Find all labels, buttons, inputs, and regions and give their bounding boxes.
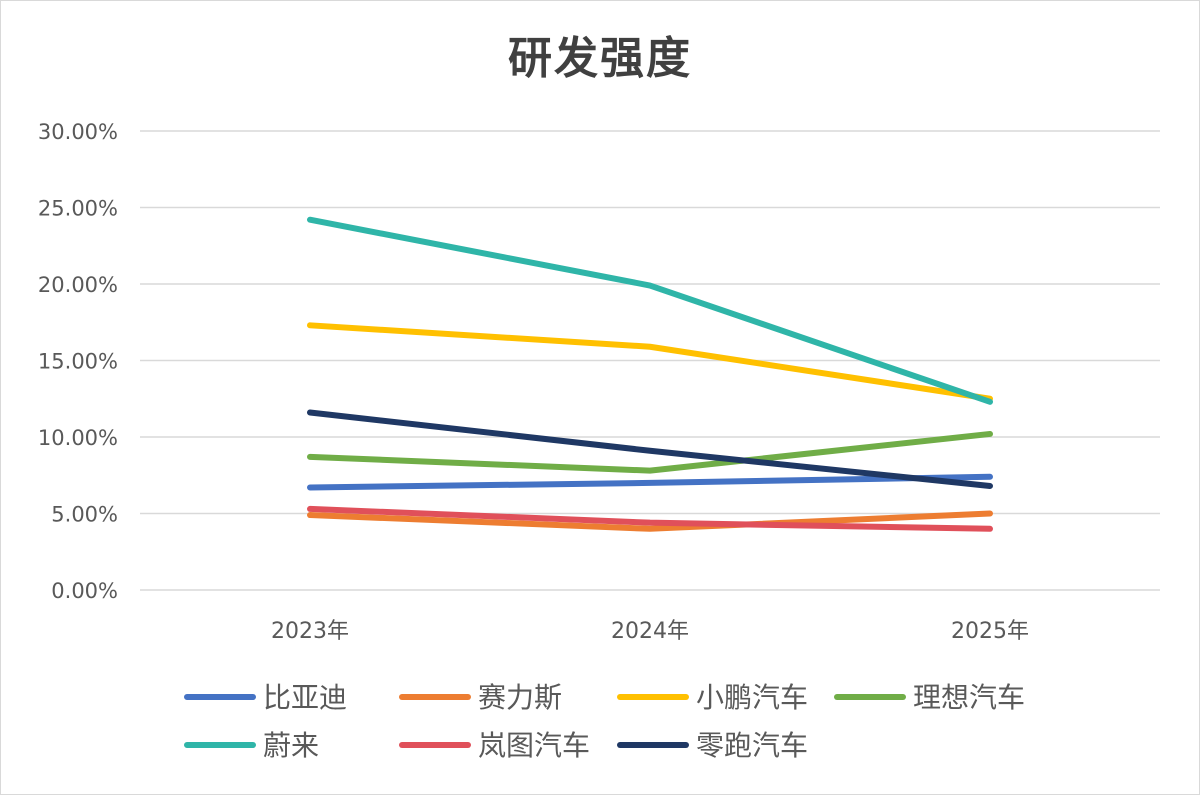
series-line-3 <box>307 430 993 474</box>
series-line-2 <box>307 322 993 402</box>
legend-label: 赛力斯 <box>478 681 562 714</box>
y-tick-label: 25.00% <box>38 197 118 221</box>
y-tick-label: 15.00% <box>38 350 118 374</box>
y-tick-label: 10.00% <box>38 426 118 450</box>
series-line-1 <box>307 510 993 532</box>
legend-item[interactable]: 理想汽车 <box>834 681 1025 714</box>
series-line-6 <box>307 409 993 489</box>
legend-item[interactable]: 赛力斯 <box>399 681 562 714</box>
legend-label: 理想汽车 <box>913 681 1025 714</box>
legend-item[interactable]: 蔚来 <box>184 729 319 762</box>
legend-label: 比亚迪 <box>263 681 347 714</box>
legend-label: 小鹏汽车 <box>696 681 808 714</box>
legend-label: 岚图汽车 <box>478 729 590 762</box>
series-line-5 <box>307 505 993 532</box>
y-tick-label: 30.00% <box>38 120 118 144</box>
legend-label: 零跑汽车 <box>696 729 808 762</box>
legend-label: 蔚来 <box>263 729 319 762</box>
legend-item[interactable]: 比亚迪 <box>184 681 347 714</box>
legend-item[interactable]: 岚图汽车 <box>399 729 590 762</box>
chart-title: 研发强度 <box>508 33 692 84</box>
x-tick-label: 2025年 <box>951 619 1029 644</box>
y-tick-label: 20.00% <box>38 273 118 297</box>
x-tick-label: 2024年 <box>611 619 689 644</box>
legend-item[interactable]: 零跑汽车 <box>617 729 808 762</box>
series-line-4 <box>307 216 993 405</box>
x-axis-ticks: 2023年 2024年 2025年 <box>271 619 1029 644</box>
x-tick-label: 2023年 <box>271 619 349 644</box>
series-lines <box>307 216 993 532</box>
y-tick-label: 5.00% <box>51 503 118 527</box>
y-tick-label: 0.00% <box>51 579 118 603</box>
y-axis-ticks: 0.00% 5.00% 10.00% 15.00% 20.00% 25.00% 30.00% <box>38 120 118 603</box>
legend-item[interactable]: 小鹏汽车 <box>617 681 808 714</box>
series-line-0 <box>307 473 993 491</box>
